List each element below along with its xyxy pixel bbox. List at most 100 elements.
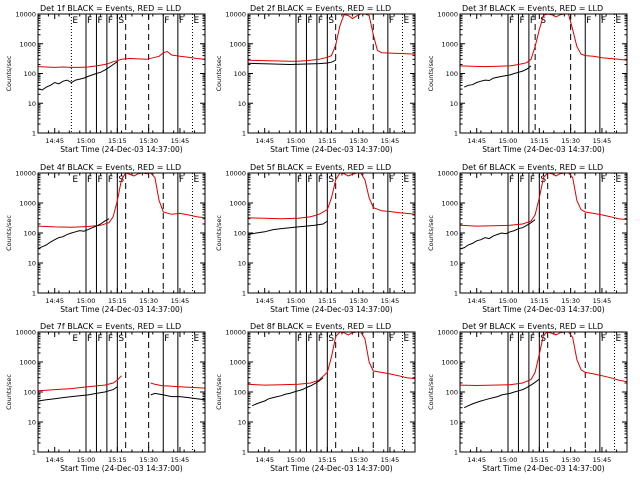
plot-frame: [37, 331, 206, 453]
y-tick-label: 1: [454, 449, 458, 457]
x-axis-label: Start Time (24-Dec-03 14:37:00): [270, 464, 392, 473]
marker-letter: F: [389, 16, 394, 26]
marker-letter: F: [97, 334, 102, 344]
y-tick-label: 1000: [19, 359, 36, 367]
x-tick-label: 15:45: [381, 297, 400, 305]
y-tick-label: 1000: [441, 200, 458, 208]
marker-letter: F: [97, 16, 102, 26]
y-tick-label: 1: [242, 449, 246, 457]
plot-frame: [247, 13, 416, 134]
y-tick-label: 10: [450, 260, 458, 268]
marker-letter: F: [87, 175, 92, 185]
series-line-lld: [460, 332, 627, 387]
panel-title: Det 1f BLACK = Events, RED = LLD: [40, 4, 181, 13]
marker-letter: F: [307, 16, 312, 26]
series-line-lld: [38, 375, 122, 392]
series-line-lld: [460, 14, 627, 68]
marker-letter: E: [615, 175, 621, 185]
y-tick-label: 10000: [15, 329, 36, 337]
marker-letter: F: [389, 175, 394, 185]
y-tick-label: 10000: [225, 329, 246, 337]
x-tick-label: 15:00: [499, 297, 518, 305]
panel-data: [460, 14, 627, 88]
series-line-events: [248, 59, 336, 66]
detector-panel-7: Det 7f BLACK = Events, RED = LLD Counts/s…: [5, 322, 206, 473]
marker-letter: E: [403, 334, 409, 344]
plot-frame: [37, 13, 206, 134]
panel-title: Det 4f BLACK = Events, RED = LLD: [40, 163, 181, 172]
y-axis-label: Counts/sec: [427, 374, 435, 410]
marker-letter: F: [164, 334, 169, 344]
x-tick-label: 15:45: [171, 137, 190, 145]
detector-panel-6: Det 6f BLACK = Events, RED = LLD Counts/s…: [427, 163, 628, 314]
panel-data: [248, 173, 415, 235]
y-tick-label: 100: [446, 70, 458, 78]
panel-data: [38, 375, 205, 402]
x-tick-label: 15:15: [318, 137, 337, 145]
marker-letter: E: [615, 16, 621, 26]
plot-frame: [247, 172, 416, 294]
y-tick-label: 10: [238, 419, 246, 427]
x-tick-label: 15:45: [593, 456, 612, 464]
series-line-events: [38, 61, 118, 91]
marker-letter: F: [519, 334, 524, 344]
marker-letter: F: [97, 175, 102, 185]
marker-letter: F: [87, 16, 92, 26]
panel-data: [460, 332, 627, 409]
marker-letter: E: [72, 175, 78, 185]
marker-letter: F: [519, 16, 524, 26]
x-axis-label: Start Time (24-Dec-03 14:37:00): [482, 145, 604, 154]
x-tick-label: 15:45: [171, 297, 190, 305]
x-tick-label: 15:00: [287, 456, 306, 464]
x-tick-label: 15:30: [561, 456, 580, 464]
marker-letter: F: [530, 16, 535, 26]
x-tick-label: 15:00: [287, 137, 306, 145]
panel-title: Det 5f BLACK = Events, RED = LLD: [250, 163, 391, 172]
panel-title: Det 8f BLACK = Events, RED = LLD: [250, 322, 391, 331]
x-tick-label: 14:45: [467, 137, 486, 145]
x-tick-label: 15:15: [530, 456, 549, 464]
series-line-lld: [460, 173, 627, 227]
y-tick-label: 10: [28, 260, 36, 268]
marker-letter: E: [193, 334, 199, 344]
x-tick-label: 15:15: [108, 297, 127, 305]
series-line-events: [460, 219, 536, 250]
marker-letter: F: [530, 334, 535, 344]
marker-letter: F: [530, 175, 535, 185]
detector-panel-5: Det 5f BLACK = Events, RED = LLD Counts/s…: [215, 163, 416, 314]
panel-data: [248, 332, 415, 407]
marker-letter: F: [509, 16, 514, 26]
marker-letter: S: [118, 16, 124, 26]
marker-letter: E: [193, 175, 199, 185]
marker-letter: F: [318, 175, 323, 185]
series-line-events: [463, 378, 540, 409]
marker-letter: S: [118, 334, 124, 344]
y-tick-label: 10: [28, 419, 36, 427]
y-tick-label: 10: [28, 100, 36, 108]
marker-letter: F: [307, 175, 312, 185]
panel-title: Det 6f BLACK = Events, RED = LLD: [462, 163, 603, 172]
marker-letter: E: [193, 16, 199, 26]
y-tick-label: 1: [454, 290, 458, 298]
x-tick-label: 15:30: [139, 137, 158, 145]
panel-data: [248, 14, 415, 66]
y-tick-label: 10: [450, 100, 458, 108]
marker-letter: F: [509, 334, 514, 344]
marker-letter: F: [519, 175, 524, 185]
x-tick-label: 15:45: [381, 456, 400, 464]
x-tick-label: 15:15: [318, 297, 337, 305]
y-tick-label: 1000: [229, 359, 246, 367]
y-tick-label: 100: [24, 230, 36, 238]
panel-title: Det 7f BLACK = Events, RED = LLD: [40, 322, 181, 331]
y-tick-label: 1: [242, 130, 246, 138]
marker-letter: E: [615, 334, 621, 344]
y-axis-label: Counts/sec: [215, 215, 223, 251]
y-tick-label: 10000: [225, 170, 246, 178]
x-tick-label: 15:30: [349, 456, 368, 464]
series-line-lld: [248, 332, 415, 386]
series-line-events: [248, 220, 328, 235]
x-tick-label: 15:45: [171, 456, 190, 464]
y-axis-label: Counts/sec: [5, 215, 13, 251]
marker-letter: E: [403, 16, 409, 26]
